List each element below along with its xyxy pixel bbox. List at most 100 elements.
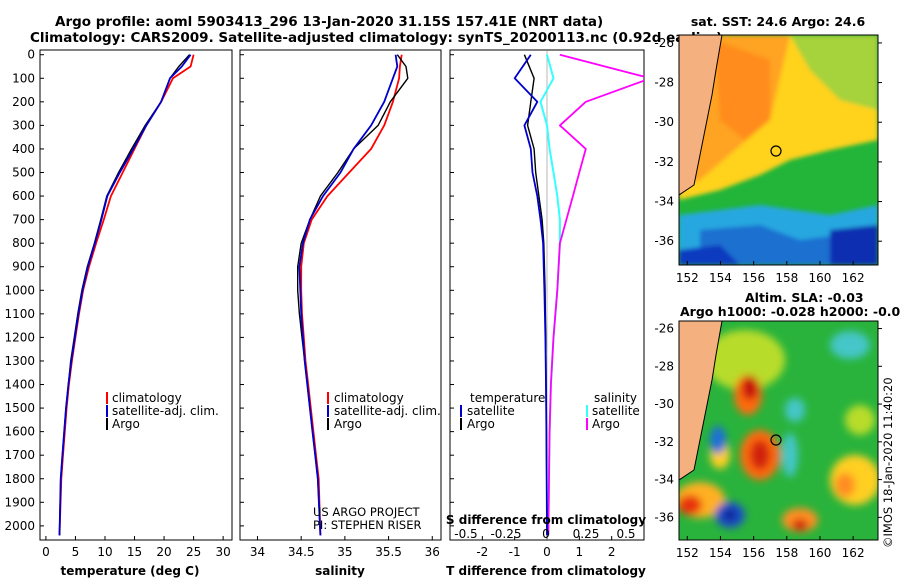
depth-tick-label: 800 [12,236,35,250]
x-tick-label: 35 [337,545,352,559]
x-tick-label: 1 [576,545,584,559]
series-line-satellite-adj-clim- [298,54,399,536]
lat-tick-label: -26 [654,36,674,50]
series-line-salinity-argo [547,53,644,536]
depth-tick-label: 1300 [4,354,35,368]
salinity-axis-label: salinity [315,564,365,578]
depth-tick-label: 300 [12,118,35,132]
legend-argo-label: Argo [334,417,362,431]
legend-t-satellite-label: satellite [467,404,515,418]
legend-s-argo-label: Argo [592,417,620,431]
sst-map-title: sat. SST: 24.6 Argo: 24.6 [691,14,866,29]
lat-tick-label: -32 [654,155,674,169]
s-difference-axis-label: S difference from climatology [446,513,646,527]
x-tick-label: 2 [608,545,616,559]
depth-tick-label: 1500 [4,401,35,415]
depth-tick-label: 1700 [4,448,35,462]
lat-tick-label: -36 [654,234,674,248]
pi-credit: PI: STEPHEN RISER [313,518,422,532]
figure-title-line2: Climatology: CARS2009. Satellite-adjuste… [30,30,722,46]
x-tick-label: 10 [97,545,112,559]
legend-climatology-label: climatology [112,391,182,405]
depth-tick-label: 1600 [4,425,35,439]
lon-tick-label: 162 [842,271,865,285]
s-tick-label: 0 [542,527,550,541]
project-credit: US ARGO PROJECT [313,505,421,519]
difference-panel: -2 -1 0 1 2 temperature satellite Argo salin… [446,49,646,578]
lon-tick-label: 154 [709,271,732,285]
legend-salinity-title: salinity [594,391,637,405]
legend-satellite-label: satellite-adj. clim. [112,404,219,418]
x-tick-label: 0 [42,545,50,559]
x-tick-label: -1 [509,545,521,559]
depth-tick-label: 0 [27,48,35,62]
series-line-temperature-satellite [513,54,548,536]
depth-tick-label: 200 [12,95,35,109]
lon-tick-label: 160 [809,271,832,285]
temperature-plot-frame [39,49,233,541]
x-tick-label: 34 [250,545,265,559]
s-tick-label: -0.5 [454,527,477,541]
depth-tick-label: 500 [12,166,35,180]
sst-field [679,35,878,265]
figure-title-line1: Argo profile: aoml 5903413_296 13-Jan-20… [55,14,603,30]
sla-title-line1: Altim. SLA: -0.03 [745,290,864,305]
lat-tick-label: -28 [654,76,674,90]
float-position-marker [770,434,782,446]
legend-s-satellite-label: satellite [592,404,640,418]
legend-argo-label: Argo [112,417,140,431]
depth-tick-label: 1000 [4,283,35,297]
depth-tick-label: 1200 [4,330,35,344]
lon-tick-label: 156 [742,271,765,285]
x-tick-label: 20 [156,545,171,559]
lat-tick-label: -26 [654,322,674,336]
lat-tick-label: -34 [654,473,674,487]
lon-tick-label: 158 [775,271,798,285]
x-tick-label: 0 [543,545,551,559]
lon-tick-label: 152 [676,546,699,560]
sst-map-frame [678,34,879,266]
imos-credit: ©IMOS 18-Jan-2020 11:40:20 [881,377,895,548]
lon-tick-label: 162 [842,546,865,560]
temperature-panel: 0100200300400500600700800900100011001200… [4,48,233,578]
sla-title-line2: Argo h1000: -0.028 h2000: -0.031 [680,304,900,319]
depth-tick-label: 900 [12,260,35,274]
s-tick-label: -0.25 [490,527,521,541]
x-tick-label: 15 [127,545,142,559]
sla-map: Altim. SLA: -0.03 Argo h1000: -0.028 h20… [654,290,900,560]
sla-field [679,321,878,540]
lat-tick-label: -36 [654,510,674,524]
depth-tick-label: 1100 [4,307,35,321]
lon-tick-label: 158 [775,546,798,560]
difference-legend: temperature satellite Argo salinity sate… [460,391,640,431]
sst-map: sat. SST: 24.6 Argo: 24.6 152 154 156 158 16… [654,14,882,285]
depth-tick-label: 1900 [4,495,35,509]
depth-tick-label: 100 [12,71,35,85]
depth-tick-label: 1800 [4,472,35,486]
lon-tick-label: 154 [709,546,732,560]
lat-tick-label: -30 [654,397,674,411]
lon-tick-label: 160 [809,546,832,560]
t-difference-axis-label: T difference from climatology [446,564,646,578]
legend-t-argo-label: Argo [467,417,495,431]
legend-satellite-label: satellite-adj. clim. [334,404,441,418]
depth-tick-label: 2000 [4,519,35,533]
lat-tick-label: -34 [654,195,674,209]
float-position-marker [770,145,782,157]
lat-tick-label: -28 [654,359,674,373]
x-tick-label: 34.5 [288,545,315,559]
depth-tick-label: 400 [12,142,35,156]
lat-tick-label: -30 [654,115,674,129]
depth-tick-label: 1400 [4,378,35,392]
salinity-plot-frame [239,49,442,541]
salinity-legend: climatology satellite-adj. clim. Argo [327,391,441,431]
series-line-satellite-adj-clim- [58,54,192,536]
depth-tick-label: 600 [12,189,35,203]
sla-map-frame [678,320,879,541]
legend-climatology-label: climatology [334,391,404,405]
temperature-axis-label: temperature (deg C) [61,564,200,578]
x-tick-label: 36 [425,545,440,559]
s-tick-label: 0.5 [616,527,635,541]
